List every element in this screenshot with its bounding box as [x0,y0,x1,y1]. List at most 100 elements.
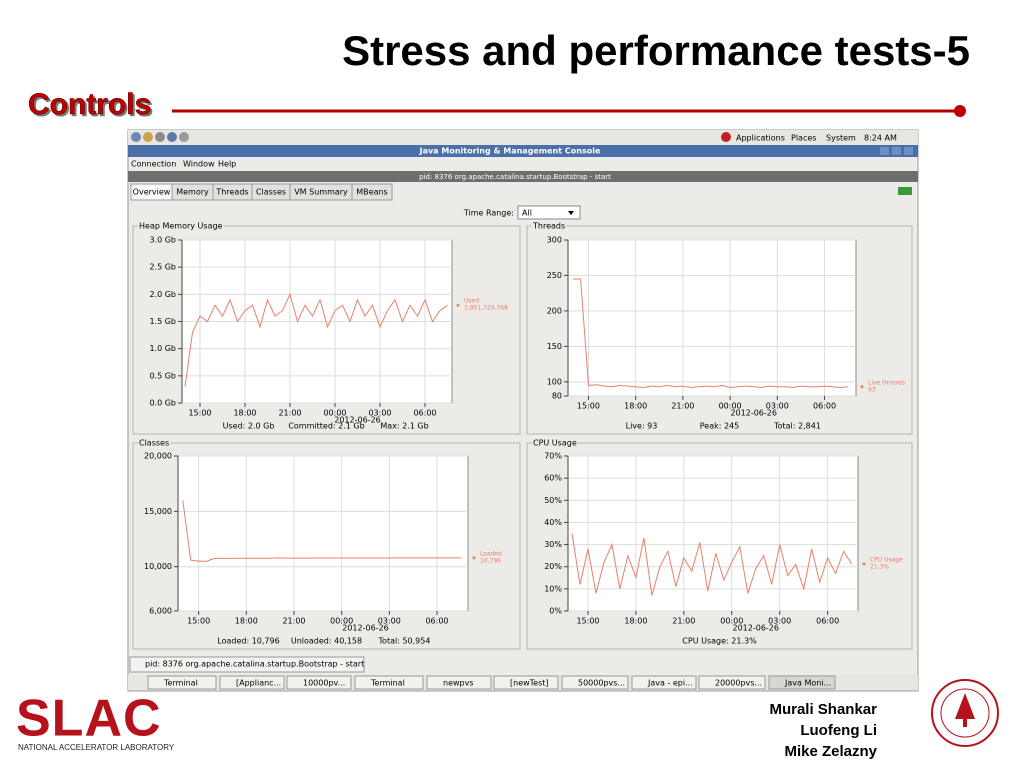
top-panel [128,130,918,145]
x-date-label: 2012-06-26 [342,624,389,633]
x-tick-label: 21:00 [282,617,305,626]
menu-item[interactable]: Window [183,160,215,169]
panel-menu[interactable]: System [826,134,856,143]
series-line [182,500,461,562]
icon [131,132,141,142]
menu-item[interactable]: Help [218,160,236,169]
panel-title-bg [138,221,224,231]
y-tick-label: 2.0 Gb [149,290,176,299]
legend-marker [860,385,864,389]
taskbar-label[interactable]: Java Moni... [784,679,831,688]
panel-menu[interactable]: Applications [736,134,785,143]
y-tick-label: 40% [544,518,562,527]
legend-name: CPU Usage [870,556,903,563]
summary-item: Unloaded: 40,158 [291,637,362,646]
y-tick-label: 15,000 [144,507,172,516]
legend-value: 1,951,729,768 [464,305,508,312]
author: Luofeng Li [800,722,877,739]
status-text: pid: 8376 org.apache.catalina.startup.Bo… [145,660,364,669]
y-tick-label: 150 [547,342,562,351]
window-title: Java Monitoring & Management Console [419,147,601,156]
x-tick-label: 00:00 [330,617,353,626]
taskbar-label[interactable]: Terminal [370,679,405,688]
x-tick-label: 06:00 [425,617,448,626]
y-tick-label: 50% [544,496,562,505]
time-range-value[interactable]: All [522,209,532,218]
taskbar-item[interactable] [147,675,217,690]
taskbar-item[interactable] [426,675,492,690]
status-tab[interactable] [129,656,365,673]
author: Murali Shankar [769,701,877,718]
taskbar-label[interactable]: [newTest] [510,679,549,688]
plot-area [567,239,857,397]
window-button[interactable] [892,147,901,155]
legend-name: Loaded [480,550,502,557]
x-tick-label: 18:00 [233,409,256,418]
menu-item[interactable]: Connection [131,160,176,169]
summary-item: Committed: 2.1 Gb [288,422,364,431]
taskbar-label[interactable]: Java - epi... [647,679,693,688]
taskbar-item[interactable] [354,675,424,690]
x-tick-label: 00:00 [323,409,346,418]
taskbar-label[interactable]: Terminal [163,679,198,688]
seal-ring [931,679,999,747]
taskbar-label[interactable]: 20000pvs... [715,679,762,688]
time-range-select[interactable] [517,205,581,220]
x-tick-label: 18:00 [624,402,647,411]
tab-label[interactable]: Classes [256,188,286,197]
icon [155,132,165,142]
tab-label[interactable]: Threads [215,188,248,197]
x-tick-label: 15:00 [577,402,600,411]
legend-value: 93 [868,386,876,393]
x-tick-label: 03:00 [766,402,789,411]
taskbar-label[interactable]: newpvs [443,679,474,688]
clock: 8:24 AM [864,134,897,143]
window-titlebar [128,145,918,157]
series-line [572,278,849,389]
panel-title-bg [531,221,567,231]
connect-icon[interactable] [898,187,912,195]
tab-label[interactable]: Overview [133,188,171,197]
taskbar-label[interactable]: 10000pv... [303,679,345,688]
slac-subtitle: NATIONAL ACCELERATOR LABORATORY [18,743,175,752]
taskbar-item[interactable] [219,675,285,690]
taskbar-item[interactable] [561,675,629,690]
series-line [184,292,448,387]
seal-ring [940,688,990,738]
taskbar-item[interactable] [698,675,766,690]
y-tick-label: 30% [544,540,562,549]
legend-value: 10,796 [480,557,501,564]
y-tick-label: 0% [549,607,562,616]
taskbar-label[interactable]: 50000pvs... [578,679,625,688]
y-tick-label: 250 [547,271,562,280]
y-tick-label: 100 [547,377,562,386]
time-range-label: Time Range: [463,209,514,218]
y-tick-label: 1.5 Gb [149,317,176,326]
x-date-label: 2012-06-26 [730,409,777,418]
stanford-seal [931,679,999,747]
tab-label[interactable]: VM Summary [294,188,348,197]
plot-area [177,455,469,612]
y-tick-label: 1.0 Gb [149,344,176,353]
window-button[interactable] [904,147,913,155]
legend-name: Live threads [868,379,905,386]
taskbar-item[interactable] [286,675,352,690]
taskbar-item[interactable] [631,675,697,690]
taskbar-label[interactable]: [Applianc... [236,679,281,688]
taskbar-item[interactable] [768,675,836,690]
icon [179,132,189,142]
icon [143,132,153,142]
author: Mike Zelazny [784,743,877,760]
panel-menu[interactable]: Places [791,134,816,143]
y-tick-label: 0.0 Gb [149,399,176,408]
taskbar-item[interactable] [493,675,559,690]
summary-item: Loaded: 10,796 [217,637,279,646]
tab[interactable] [351,183,393,201]
tab-label[interactable]: Memory [176,188,209,197]
window-button[interactable] [880,147,889,155]
panel-title: Heap Memory Usage [139,222,223,231]
legend-value: 21.3% [870,563,889,570]
tab-label[interactable]: MBeans [356,188,387,197]
x-date-label: 2012-06-26 [732,624,779,633]
